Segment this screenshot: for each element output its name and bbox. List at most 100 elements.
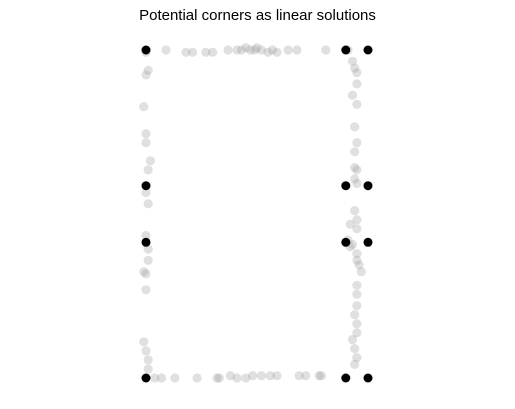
candidates-series (139, 43, 366, 383)
candidate-point (352, 289, 362, 299)
candidate-point (241, 373, 251, 383)
candidate-point (352, 79, 362, 89)
candidate-point (314, 371, 324, 381)
candidate-point (141, 187, 151, 198)
corner-point (141, 237, 151, 247)
candidate-point (139, 102, 149, 112)
candidate-point (350, 174, 360, 184)
candidate-point (250, 45, 260, 55)
candidate-point (265, 371, 275, 381)
candidate-point (201, 47, 211, 57)
candidate-point (208, 47, 218, 57)
candidate-point (141, 129, 151, 139)
candidate-point (352, 319, 362, 329)
candidate-point (139, 337, 149, 347)
candidate-point (225, 371, 235, 381)
candidate-point (141, 230, 151, 241)
candidate-point (143, 65, 153, 75)
candidate-point (350, 206, 360, 216)
corner-point (341, 237, 351, 247)
candidate-point (192, 373, 202, 383)
corner-point (341, 45, 351, 55)
candidate-point (143, 165, 153, 175)
candidate-point (145, 156, 155, 166)
candidate-point (267, 45, 278, 55)
candidate-point (141, 346, 151, 356)
candidate-point (294, 371, 304, 381)
candidate-point (188, 47, 198, 57)
candidate-point (272, 47, 282, 57)
candidate-point (321, 45, 331, 55)
candidate-point (283, 45, 293, 55)
candidate-point (354, 260, 364, 270)
candidate-point (139, 267, 149, 277)
corner-point (363, 373, 373, 383)
candidate-point (263, 47, 273, 57)
candidate-point (161, 45, 171, 55)
candidate-point (292, 45, 302, 55)
corner-point (341, 181, 351, 191)
candidate-point (236, 45, 247, 55)
candidate-point (143, 355, 153, 365)
candidate-point (141, 70, 151, 80)
candidate-point (143, 199, 153, 209)
candidate-point (223, 45, 233, 55)
candidate-point (347, 56, 358, 66)
candidate-point (352, 178, 362, 189)
corner-point (363, 237, 373, 247)
candidate-point (350, 310, 360, 320)
candidate-point (352, 249, 362, 259)
candidate-point (352, 328, 362, 338)
candidate-point (141, 138, 151, 148)
candidate-point (350, 122, 360, 132)
candidate-point (232, 373, 242, 383)
candidate-point (352, 255, 362, 265)
candidate-point (214, 373, 224, 383)
candidate-point (143, 244, 153, 254)
corner-point (363, 45, 373, 55)
candidate-point (143, 255, 153, 265)
candidate-point (352, 68, 362, 78)
candidate-point (245, 45, 255, 55)
corner-point (341, 373, 351, 383)
candidate-point (272, 371, 282, 381)
candidate-point (232, 45, 242, 55)
candidate-point (316, 371, 326, 381)
candidate-point (181, 47, 191, 57)
candidate-point (352, 224, 362, 234)
candidate-point (301, 371, 311, 381)
candidate-point (170, 373, 180, 383)
candidate-point (352, 138, 362, 148)
candidate-point (141, 269, 151, 279)
candidate-point (352, 301, 362, 311)
candidate-point (350, 147, 360, 157)
corners-series (141, 45, 373, 383)
chart-title: Potential corners as linear solutions (139, 7, 376, 24)
candidate-point (350, 359, 360, 369)
candidate-point (141, 285, 151, 295)
corner-point (141, 373, 151, 383)
candidate-point (352, 280, 362, 290)
candidate-point (350, 163, 360, 173)
candidate-point (150, 373, 160, 383)
candidate-point (241, 43, 251, 53)
candidate-point (347, 90, 358, 100)
candidate-point (350, 344, 360, 354)
candidate-point (256, 45, 266, 55)
candidate-point (212, 373, 222, 383)
candidate-point (256, 371, 266, 381)
candidate-point (350, 63, 360, 73)
candidate-point (248, 371, 258, 381)
candidate-point (252, 43, 262, 53)
candidate-point (143, 364, 153, 374)
corner-point (141, 45, 151, 55)
candidate-point (352, 215, 362, 225)
corner-point (363, 181, 373, 191)
candidate-point (347, 334, 358, 345)
corner-point (141, 181, 151, 191)
candidate-point (345, 219, 355, 229)
candidate-point (352, 99, 362, 109)
candidate-point (356, 267, 366, 277)
